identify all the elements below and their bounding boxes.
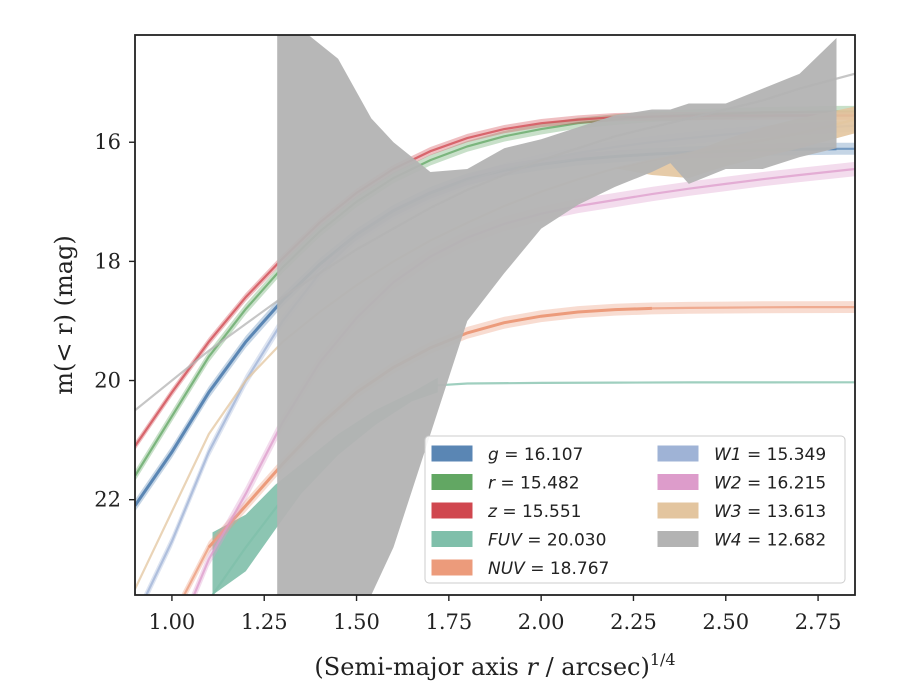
legend-item-g: g = 16.107 (431, 445, 583, 465)
x-tick-label: 1.00 (149, 610, 196, 634)
legend-swatch (657, 474, 699, 490)
legend-swatch (431, 502, 473, 519)
legend-label: r = 15.482 (488, 474, 580, 494)
legend-item-fuv: FUV = 20.030 (431, 531, 606, 551)
y-tick-label: 18 (94, 249, 121, 273)
x-tick-label: 1.25 (241, 610, 288, 634)
legend-item-w3: W3 = 13.613 (657, 502, 826, 522)
legend-label: g = 16.107 (488, 445, 583, 465)
legend-swatch (431, 559, 473, 576)
legend-item-r: r = 15.482 (431, 474, 580, 494)
x-tick-label: 1.50 (333, 610, 380, 634)
x-tick-label: 2.75 (795, 610, 842, 634)
legend-label: W1 = 15.349 (714, 445, 826, 465)
legend-item-z: z = 15.551 (431, 502, 581, 522)
legend-label: FUV = 20.030 (488, 531, 606, 551)
legend-item-nuv: NUV = 18.767 (431, 559, 609, 579)
x-axis-label: (Semi-major axis r / arcsec)1/4 (314, 650, 675, 681)
y-tick-label: 22 (94, 488, 121, 512)
legend-box (424, 435, 846, 584)
legend-label: W2 = 16.215 (714, 474, 826, 494)
axis-ticks: 1.00 1.25 1.50 1.75 2.00 2.25 2.50 2.75 16 18 20 22 (94, 130, 841, 634)
x-tick-label: 2.50 (702, 610, 749, 634)
legend-item-w1: W1 = 15.349 (657, 445, 826, 465)
plot-area (135, 35, 855, 595)
x-tick-label: 1.75 (425, 610, 472, 634)
legend-swatch (431, 531, 473, 547)
y-tick-label: 20 (94, 369, 121, 393)
legend-label: z = 15.551 (487, 502, 581, 522)
legend-swatch (657, 445, 699, 462)
x-tick-label: 2.00 (518, 610, 565, 634)
legend: g = 16.107 r = 15.482 z = 15.551 FUV = 20.0… (424, 435, 846, 584)
y-tick-label: 16 (94, 130, 121, 154)
legend-label: W3 = 13.613 (714, 502, 826, 522)
series-w4 (135, 35, 855, 595)
legend-swatch (657, 531, 699, 547)
y-axis-label: m(< r) (mag) (50, 235, 78, 394)
legend-swatch (431, 445, 473, 462)
series-w4-line (135, 72, 855, 412)
x-tick-label: 2.25 (610, 610, 657, 634)
legend-swatch (657, 502, 699, 519)
legend-swatch (431, 474, 473, 490)
legend-item-w2: W2 = 16.215 (657, 474, 826, 494)
legend-item-w4: W4 = 12.682 (657, 531, 826, 551)
series-w4-band (277, 35, 837, 595)
legend-label: NUV = 18.767 (488, 559, 609, 579)
legend-label: W4 = 12.682 (714, 531, 826, 551)
plot-frame (134, 34, 856, 596)
